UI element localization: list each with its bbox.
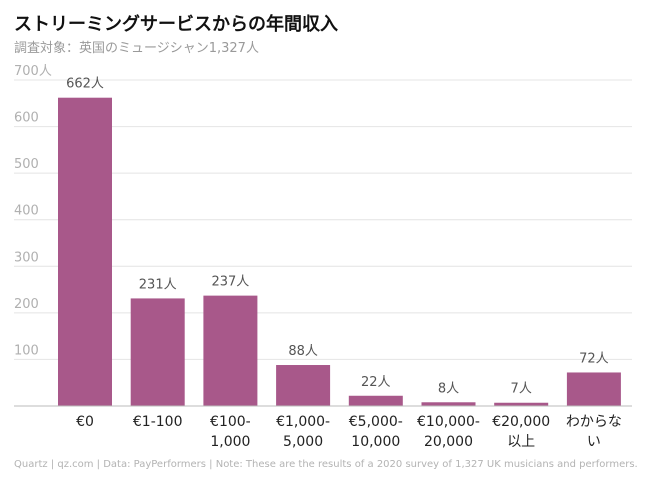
x-tick-label: わからな (566, 414, 622, 430)
x-tick-label: €0 (76, 414, 94, 430)
y-tick-label: 500 (14, 157, 39, 172)
bar (130, 298, 185, 406)
chart-subtitle: 調査対象：英国のミュージシャン1,327人 (14, 41, 259, 56)
x-tick-label: €5,000- (349, 414, 403, 430)
y-tick-label: 100 (14, 343, 39, 358)
x-tick-label: €10,000- (417, 414, 480, 430)
data-label: 22人 (361, 375, 391, 390)
bar (494, 402, 549, 406)
bar (566, 372, 621, 406)
x-tick-label: €1-100 (133, 414, 183, 430)
x-tick-label: €1,000- (276, 414, 330, 430)
data-label: 72人 (579, 351, 609, 366)
y-tick-label: 200 (14, 297, 39, 312)
y-tick-label: 400 (14, 204, 39, 219)
x-tick-label: い (587, 434, 601, 450)
x-tick-label: €100- (210, 414, 251, 430)
bar (276, 365, 331, 406)
y-tick-label: 700人 (14, 64, 52, 79)
x-tick-label: 10,000 (351, 434, 400, 450)
bar (203, 295, 258, 406)
data-label: 88人 (288, 344, 318, 359)
y-tick-label: 600 (14, 111, 39, 126)
x-tick-label: €20,000 (492, 414, 550, 430)
x-tick-label: 20,000 (424, 434, 473, 450)
y-tick-label: 300 (14, 250, 39, 265)
bar (348, 395, 403, 406)
chart-footer: Quartz | qz.com | Data: PayPerformers | … (14, 459, 638, 470)
data-label: 8人 (438, 381, 459, 396)
bar (421, 402, 476, 406)
chart-title: ストリーミングサービスからの年間収入 (14, 14, 338, 35)
data-label: 7人 (511, 382, 532, 397)
data-label: 231人 (139, 277, 177, 292)
x-tick-label: 5,000 (283, 434, 323, 450)
data-label: 662人 (66, 77, 104, 92)
data-label: 237人 (211, 275, 249, 290)
bar (58, 97, 112, 406)
x-tick-label: 以上 (507, 434, 535, 450)
x-tick-label: 1,000 (210, 434, 250, 450)
